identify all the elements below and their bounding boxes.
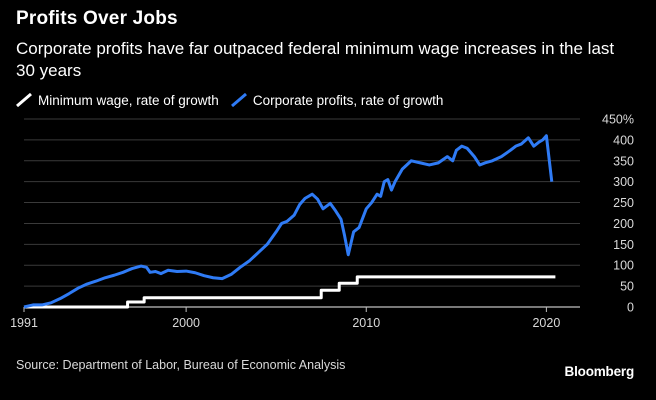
legend-swatch-blue-icon bbox=[230, 93, 247, 107]
series-layer bbox=[23, 134, 556, 309]
legend-label-minimum-wage: Minimum wage, rate of growth bbox=[38, 92, 219, 108]
x-tick-label-2020: 2020 bbox=[532, 316, 560, 330]
y-tick-label-50: 50 bbox=[620, 280, 634, 294]
x-tick-label-2000: 2000 bbox=[172, 316, 200, 330]
legend-swatch-white-icon bbox=[16, 93, 32, 107]
legend: Minimum wage, rate of growth Corporate p… bbox=[16, 91, 455, 109]
y-tick-label-300: 300 bbox=[613, 175, 634, 189]
y-tick-label-200: 200 bbox=[613, 217, 634, 231]
y-tick-label-450: 450% bbox=[602, 113, 634, 127]
chart-subtitle: Corporate profits have far outpaced fede… bbox=[16, 39, 615, 80]
chart-title: Profits Over Jobs bbox=[16, 8, 178, 29]
y-tick-label-150: 150 bbox=[613, 238, 634, 252]
y-tick-label-350: 350 bbox=[613, 154, 634, 168]
y-tick-label-100: 100 bbox=[613, 259, 634, 273]
legend-item-corporate-profits: Corporate profits, rate of growth bbox=[230, 92, 444, 108]
x-tick-label-2010: 2010 bbox=[352, 316, 380, 330]
series-line-minimum-wage bbox=[24, 275, 556, 309]
y-tick-label-400: 400 bbox=[613, 133, 634, 147]
series-line-corporate-profits bbox=[23, 134, 554, 309]
grid-layer bbox=[24, 118, 580, 287]
x-tick-label-1991: 1991 bbox=[10, 316, 38, 330]
y-tick-label-0: 0 bbox=[627, 301, 634, 315]
y-tick-label-250: 250 bbox=[613, 196, 634, 210]
bloomberg-logo: Bloomberg bbox=[564, 364, 635, 379]
tick-label-layer: 0 50 100 150 200 250 300 350 400 450% 1991 2000 2010… bbox=[10, 113, 634, 331]
legend-label-corporate-profits: Corporate profits, rate of growth bbox=[252, 92, 444, 108]
source-note: Source: Department of Labor, Bureau of E… bbox=[16, 358, 346, 372]
legend-item-minimum-wage: Minimum wage, rate of growth bbox=[16, 93, 219, 108]
